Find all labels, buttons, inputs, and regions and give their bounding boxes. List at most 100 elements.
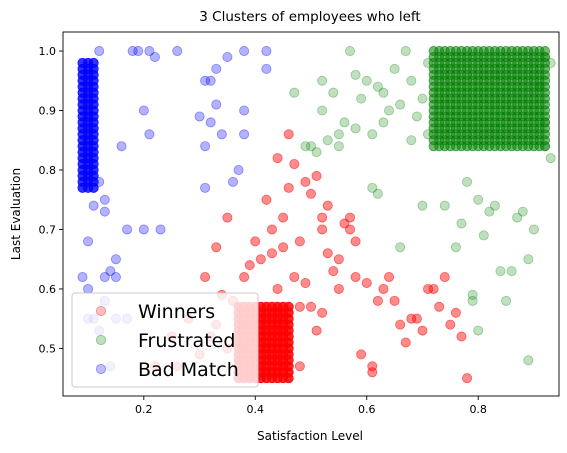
frustrated-point <box>356 93 367 104</box>
bad-match-point <box>138 105 149 116</box>
bad-match-point <box>227 176 238 187</box>
bad-match-point <box>239 105 250 116</box>
bad-match-point <box>83 283 94 294</box>
winners-point <box>222 212 233 223</box>
winners-point <box>345 224 356 235</box>
legend-marker <box>95 363 107 375</box>
winners-point <box>211 242 222 253</box>
frustrated-point <box>384 105 395 116</box>
bad-match-point <box>110 272 121 283</box>
winners-point <box>289 159 300 170</box>
winners-point <box>283 301 294 312</box>
bad-match-point <box>99 194 110 205</box>
frustrated-point <box>395 99 406 110</box>
frustrated-point <box>339 117 350 128</box>
legend-marker <box>95 334 107 346</box>
winners-point <box>456 331 467 342</box>
winners-point <box>283 129 294 140</box>
bad-match-point <box>88 57 99 68</box>
winners-point <box>289 272 300 283</box>
winners-point <box>322 248 333 259</box>
winners-point <box>345 212 356 223</box>
bad-match-point <box>94 46 105 57</box>
winners-point <box>200 272 211 283</box>
frustrated-point <box>512 212 523 223</box>
bad-match-point <box>172 46 183 57</box>
frustrated-point <box>450 242 461 253</box>
x-tick-label: 0.4 <box>247 403 265 416</box>
winners-point <box>378 283 389 294</box>
frustrated-point <box>540 46 551 57</box>
winners-point <box>311 325 322 336</box>
winners-point <box>300 176 311 187</box>
bad-match-point <box>200 182 211 193</box>
frustrated-point <box>473 194 484 205</box>
frustrated-point <box>395 242 406 253</box>
winners-point <box>305 301 316 312</box>
winners-point <box>283 182 294 193</box>
bad-match-point <box>122 224 133 235</box>
frustrated-point <box>372 81 383 92</box>
bad-match-point <box>83 236 94 247</box>
x-axis-label: Satisfaction Level <box>257 429 363 443</box>
frustrated-point <box>523 254 534 265</box>
frustrated-point <box>378 87 389 98</box>
legend: Winners Frustrated Bad Match <box>71 292 259 388</box>
frustrated-point <box>495 266 506 277</box>
frustrated-point <box>289 87 300 98</box>
frustrated-point <box>389 63 400 74</box>
winners-point <box>278 242 289 253</box>
winners-point <box>361 277 372 288</box>
bad-match-point <box>211 99 222 110</box>
frustrated-point <box>372 188 383 199</box>
winners-point <box>445 319 456 330</box>
winners-point <box>411 313 422 324</box>
winners-point <box>350 236 361 247</box>
bad-match-point <box>127 46 138 57</box>
y-tick-label: 0.8 <box>39 164 57 177</box>
frustrated-point <box>417 93 428 104</box>
winners-point <box>367 367 378 378</box>
y-axis-label: Last Evaluation <box>9 168 23 260</box>
frustrated-point <box>534 81 545 92</box>
legend-label: Frustrated <box>138 330 235 352</box>
bad-match-point <box>149 51 160 62</box>
frustrated-point <box>333 129 344 140</box>
frustrated-point <box>367 182 378 193</box>
bad-match-point <box>233 164 244 175</box>
bad-match-point <box>144 129 155 140</box>
frustrated-point <box>311 147 322 158</box>
winners-point <box>294 301 305 312</box>
bad-match-point <box>239 129 250 140</box>
bad-match-point <box>105 266 116 277</box>
winners-point <box>266 224 277 235</box>
winners-point <box>417 325 428 336</box>
winners-point <box>372 295 383 306</box>
bad-match-point <box>99 272 110 283</box>
bad-match-point <box>116 141 127 152</box>
bad-match-point <box>155 224 166 235</box>
frustrated-point <box>406 75 417 86</box>
bad-match-point <box>138 224 149 235</box>
frustrated-point <box>439 200 450 211</box>
winners-point <box>389 295 400 306</box>
winners-point <box>294 236 305 247</box>
bad-match-point <box>205 117 216 128</box>
winners-point <box>423 283 434 294</box>
frustrated-point <box>378 117 389 128</box>
frustrated-point <box>540 117 551 128</box>
legend-box <box>71 292 259 388</box>
winners-point <box>239 272 250 283</box>
winners-point <box>333 283 344 294</box>
frustrated-point <box>361 75 372 86</box>
frustrated-point <box>489 200 500 211</box>
winners-point <box>317 307 328 318</box>
winners-point <box>395 319 406 330</box>
legend-marker <box>95 305 107 317</box>
winners-point <box>294 361 305 372</box>
frustrated-point <box>545 153 556 164</box>
bad-match-point <box>88 200 99 211</box>
winners-point <box>328 266 339 277</box>
bad-match-point <box>200 141 211 152</box>
bad-match-point <box>99 206 110 217</box>
